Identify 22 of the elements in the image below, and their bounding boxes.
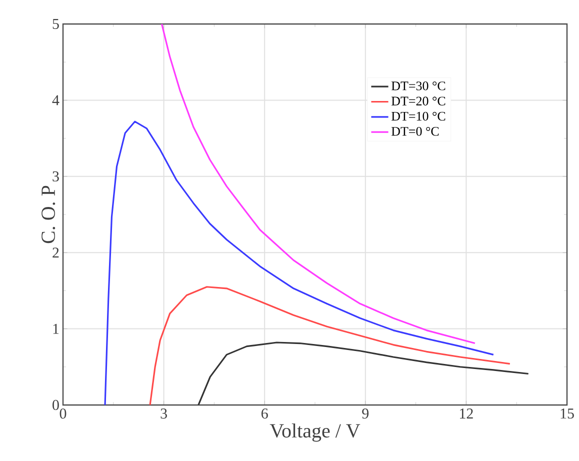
y-tick-label: 4 (52, 95, 60, 106)
line-series (149, 286, 511, 405)
line-series (104, 120, 494, 405)
x-tick-label: 15 (560, 408, 574, 419)
y-tick-label: 0 (52, 400, 59, 410)
legend-label: DT=30 °C (391, 82, 446, 90)
x-axis-title: Voltage / V (270, 424, 360, 442)
x-tick-label: 6 (261, 408, 268, 419)
y-axis-title: C. O. P (42, 186, 56, 244)
x-tick-label: 0 (60, 408, 66, 419)
y-tick-label: 5 (52, 19, 59, 29)
legend-label: DT=0 °C (391, 126, 439, 136)
line-series (198, 342, 530, 405)
legend-label: DT=20 °C (391, 96, 446, 106)
y-tick-label: 3 (52, 171, 59, 182)
y-tick-label: 1 (53, 324, 59, 334)
x-tick-label: 3 (160, 408, 167, 419)
x-tick-label: 12 (460, 408, 473, 418)
line-series (160, 24, 476, 344)
y-tick-label: 2 (52, 248, 59, 258)
x-tick-label: 9 (362, 408, 369, 419)
legend-label: DT=10 °C (391, 112, 446, 121)
